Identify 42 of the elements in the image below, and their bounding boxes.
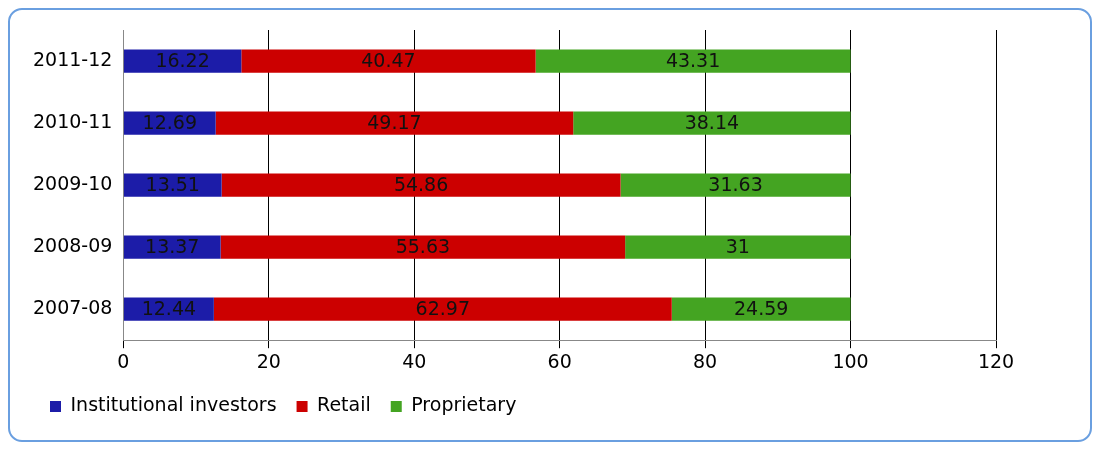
legend-label: Retail [317, 393, 371, 416]
bar [535, 49, 851, 73]
bar [123, 173, 222, 197]
data-label: 54.86 [393, 173, 449, 196]
data-label: 13.51 [145, 173, 200, 196]
bar [620, 173, 851, 197]
y-tick-label: 2007-08 [33, 296, 113, 319]
legend-label: Proprietary [411, 393, 517, 416]
data-label: 12.44 [141, 297, 197, 320]
bar [220, 235, 626, 259]
data-label: 31 [725, 235, 750, 258]
data-label: 38.14 [684, 111, 740, 133]
bar [671, 297, 851, 321]
y-tick-label: 2009-10 [33, 172, 113, 195]
x-tick-label: 60 [547, 349, 572, 372]
x-tick-label: 20 [256, 349, 281, 372]
data-label: 31.63 [708, 173, 763, 196]
bar [215, 111, 574, 135]
data-label: 13.37 [145, 235, 200, 258]
bar [123, 49, 242, 73]
x-tick-label: 40 [402, 349, 427, 372]
bar [625, 235, 851, 259]
y-tick-label: 2008-09 [33, 234, 113, 257]
data-label: 55.63 [395, 235, 451, 258]
data-label: 40.47 [361, 48, 416, 71]
data-label: 24.59 [733, 297, 789, 320]
bar [221, 173, 621, 197]
bar [241, 49, 536, 73]
x-tick-label: 80 [693, 349, 718, 372]
bar [213, 297, 672, 321]
y-tick-label: 2010-11 [33, 110, 113, 132]
x-tick-label: 0 [117, 349, 130, 372]
x-tick-label: 100 [832, 349, 869, 372]
data-label: 62.97 [415, 297, 470, 320]
bar [573, 111, 851, 135]
data-label: 43.31 [665, 48, 721, 71]
y-tick-label: 2011-12 [33, 47, 113, 70]
data-label: 49.17 [367, 111, 422, 133]
legend-label: Institutional investors [70, 393, 277, 416]
data-label: 12.69 [142, 111, 197, 133]
data-label: 16.22 [155, 48, 210, 71]
x-tick-label: 120 [977, 349, 1015, 372]
